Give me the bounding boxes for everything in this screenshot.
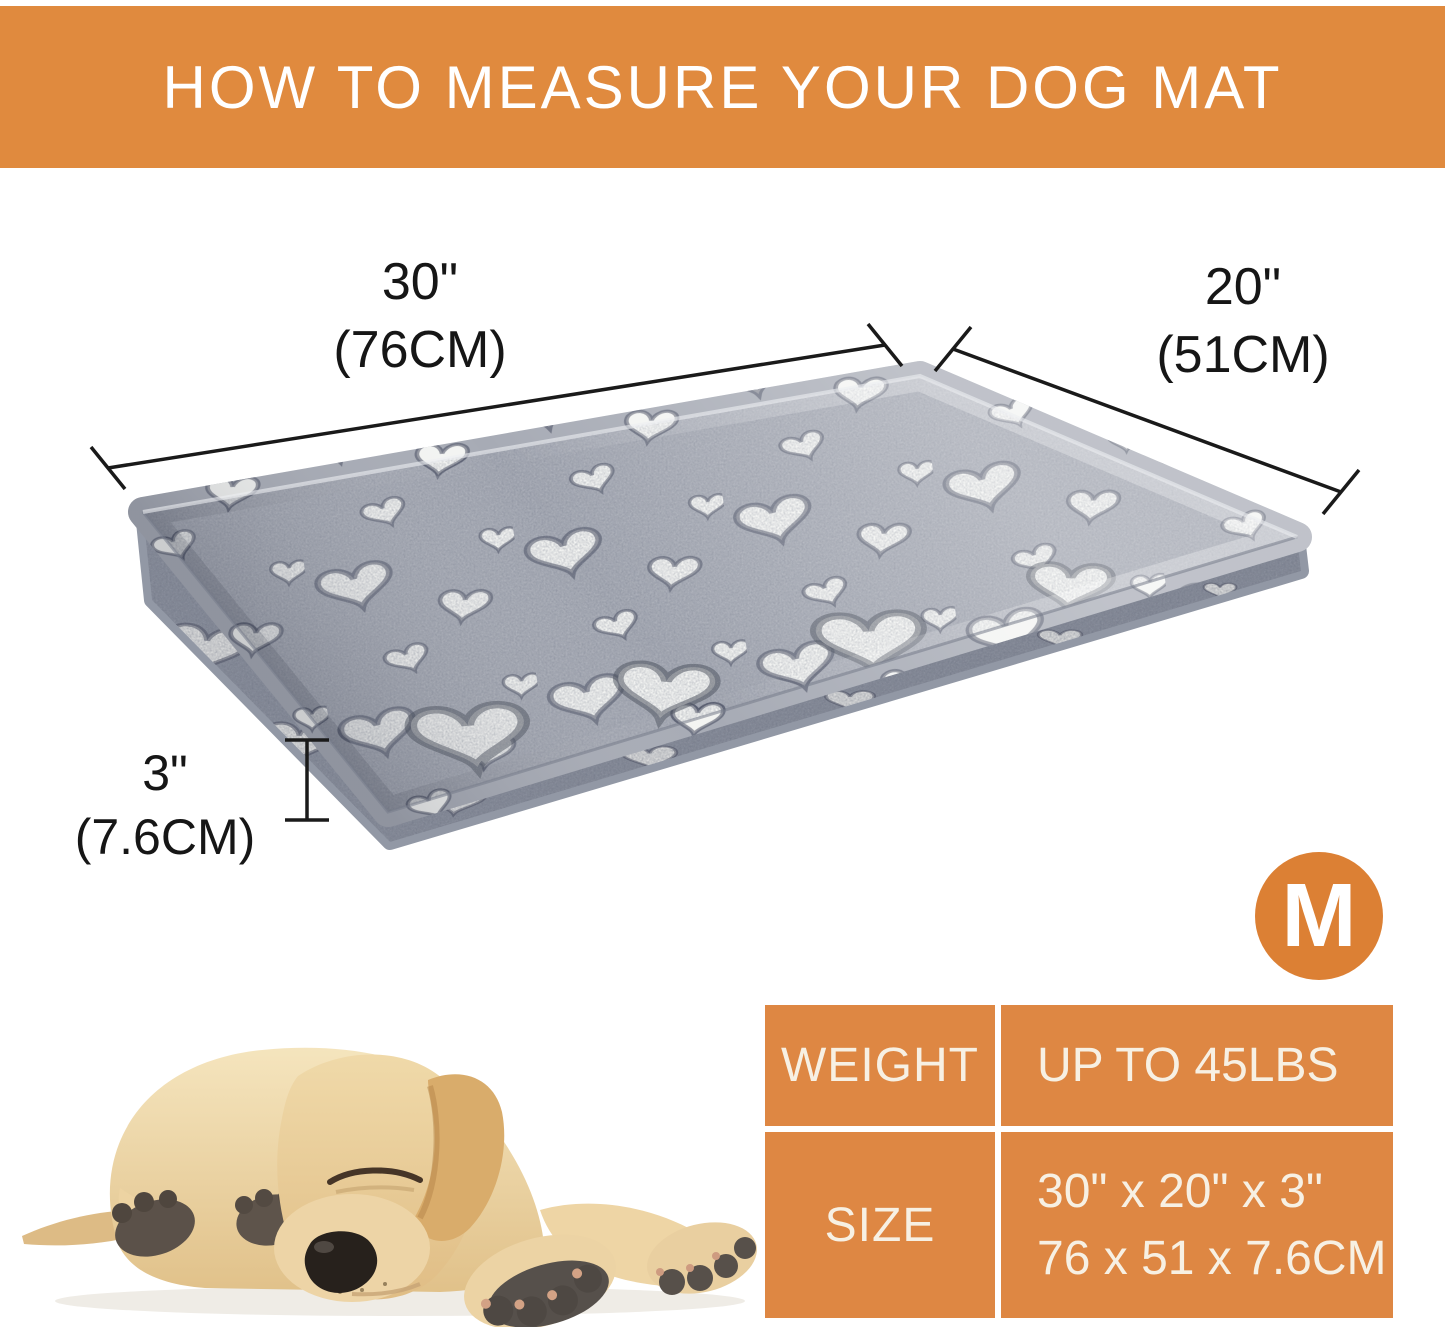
thickness-dimension-line (285, 738, 329, 822)
length-label: 30" (76CM) (333, 248, 506, 384)
spec-row-size-value: 30" x 20" x 3" 76 x 51 x 7.6CM (1001, 1132, 1393, 1318)
spec-row-size-label: SIZE (765, 1132, 995, 1318)
size-badge: M (1255, 852, 1383, 980)
puppy-front-left-paw (464, 1234, 616, 1327)
spec-row-weight-label: WEIGHT (765, 1005, 995, 1126)
thickness-metric: (7.6CM) (74, 809, 256, 865)
page-title: HOW TO MEASURE YOUR DOG MAT (162, 53, 1283, 121)
thickness-label: 3" (7.6CM) (75, 741, 256, 869)
mat-top-face (128, 361, 1312, 827)
header-banner: HOW TO MEASURE YOUR DOG MAT (0, 6, 1445, 168)
size-value-line-inches: 30" x 20" x 3" (1037, 1165, 1323, 1218)
length-metric: (76CM) (333, 321, 507, 379)
length-inches: 30" (381, 253, 459, 311)
width-label: 20" (51CM) (1156, 253, 1329, 389)
sleeping-puppy-illustration (22, 1047, 757, 1327)
spec-table: WEIGHT UP TO 45LBS SIZE 30" x 20" x 3" 7… (765, 1005, 1393, 1318)
length-dimension-line (89, 322, 904, 491)
thickness-inches: 3" (142, 745, 188, 801)
spec-row-weight-value: UP TO 45LBS (1001, 1005, 1393, 1126)
size-badge-letter: M (1281, 866, 1357, 966)
weight-value-line: UP TO 45LBS (1037, 1039, 1339, 1092)
dog-mat-illustration (128, 361, 1312, 850)
width-dimension-line (933, 325, 1361, 516)
puppy-closed-eye (327, 1167, 423, 1185)
width-metric: (51CM) (1156, 326, 1330, 384)
width-inches: 20" (1204, 258, 1282, 316)
size-value-line-metric: 76 x 51 x 7.6CM (1037, 1232, 1387, 1285)
